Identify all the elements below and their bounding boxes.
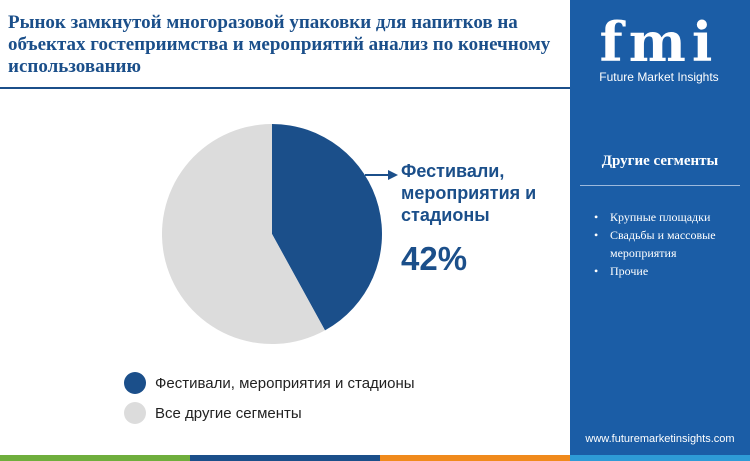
bullet-icon: • bbox=[594, 226, 598, 244]
bullet-icon: • bbox=[594, 208, 598, 226]
sidebar-list: • Крупные площадки • Свадьбы и массовые ме… bbox=[592, 208, 742, 280]
website-url[interactable]: www.futuremarketinsights.com bbox=[570, 433, 750, 445]
fmi-logo: fmi Future Market Insights bbox=[594, 14, 724, 84]
sidebar-item-weddings: • Свадьбы и массовые мероприятия bbox=[592, 226, 742, 262]
sidebar: fmi Future Market Insights Другие сегмен… bbox=[570, 0, 750, 455]
logo-tagline: Future Market Insights bbox=[594, 70, 724, 84]
bottom-bar-lightblue bbox=[570, 455, 750, 461]
sidebar-item-large-venues: • Крупные площадки bbox=[592, 208, 742, 226]
callout-label: Фестивали, мероприятия и стадионы bbox=[401, 160, 561, 226]
bottom-bar-green bbox=[0, 455, 190, 461]
bottom-color-bar bbox=[0, 455, 750, 461]
bottom-bar-orange bbox=[380, 455, 570, 461]
legend-label-other: Все другие сегменты bbox=[155, 405, 302, 422]
sidebar-heading: Другие сегменты bbox=[570, 153, 750, 170]
legend-swatch-other bbox=[124, 402, 146, 424]
legend-item-festivals: Фестивали, мероприятия и стадионы bbox=[124, 372, 415, 394]
logo-letters: fmi bbox=[594, 14, 724, 70]
callout-arrowhead bbox=[388, 170, 398, 180]
sidebar-item-other: • Прочие bbox=[592, 262, 742, 280]
legend-item-other: Все другие сегменты bbox=[124, 402, 415, 424]
bottom-bar-blue bbox=[190, 455, 380, 461]
legend-label-festivals: Фестивали, мероприятия и стадионы bbox=[155, 375, 415, 392]
bullet-icon: • bbox=[594, 262, 598, 280]
sidebar-divider bbox=[580, 185, 740, 186]
legend-swatch-festivals bbox=[124, 372, 146, 394]
legend: Фестивали, мероприятия и стадионы Все др… bbox=[124, 372, 415, 432]
callout-value: 42% bbox=[401, 240, 467, 278]
